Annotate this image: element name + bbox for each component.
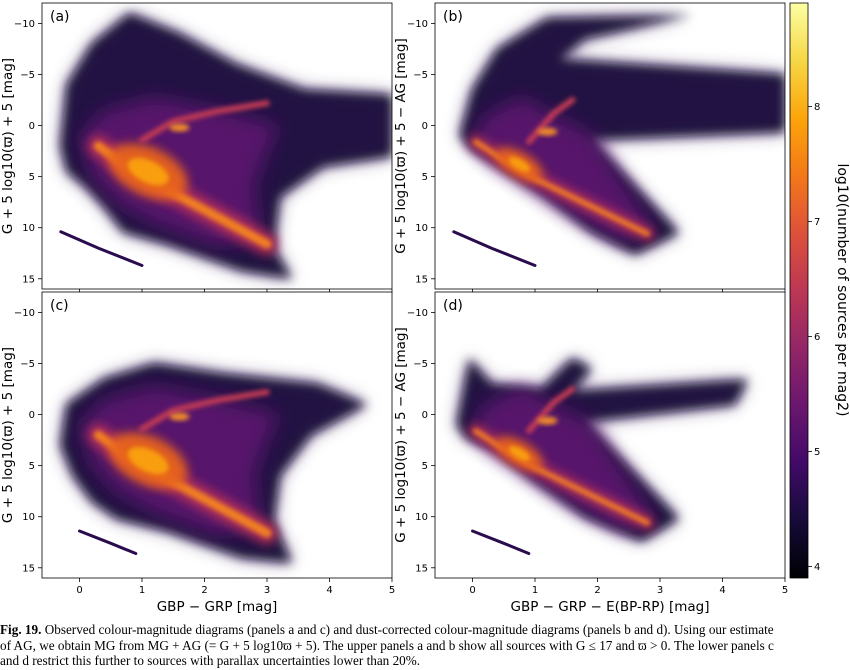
panel-label: (d) [443,298,463,314]
red-clump [537,127,558,136]
x-tick-label: 3 [657,585,663,596]
density-map [452,15,785,267]
turnoff-core [127,446,169,475]
density-map [60,363,368,563]
red-clump [537,416,558,425]
panel-b: (b) −10 −5 0 5 10 15 G + 5 log10(ϖ) + 5 − AG [m… [393,2,786,293]
caption-line-2: of AG, we obtain MG from MG + AG (= G + … [0,637,774,653]
y-tick-label: 5 [422,172,428,183]
colorbar-gradient [789,2,809,579]
x-tick-label: 0 [469,585,475,596]
colorbar-tick-label: 5 [814,447,820,458]
white-dwarf-sequence [471,529,531,555]
panel-d: (d) −10 −5 0 5 10 15 0 1 2 3 4 5 G + 5 log10(ϖ) + 5 −… [393,291,788,615]
x-tick-label: 1 [532,585,538,596]
y-tick-label: −5 [413,70,428,81]
y-tick-label: 0 [422,410,428,421]
figure-caption: Fig. 19. Observed colour-magnitude diagr… [0,622,850,669]
y-tick-label: 5 [29,461,35,472]
y-tick-label: 15 [22,274,35,285]
caption-figure-label: Fig. 19. [0,622,42,637]
y-tick-label: 0 [422,121,428,132]
caption-line-3: and d restrict this further to sources w… [0,653,421,669]
y-tick-label: 10 [415,223,428,234]
axes-frame [41,291,393,579]
y-tick-label: 5 [29,172,35,183]
y-tick-label: 10 [415,512,428,523]
y-tick-label: −10 [14,19,35,30]
mid-density [472,386,654,530]
axes-frame [434,2,786,290]
panel-label: (c) [50,298,69,314]
x-tick-label: 5 [782,585,788,596]
y-tick-label: 10 [22,223,35,234]
panel-label: (a) [50,9,70,25]
colorbar-label: log10(number of sources per mag2) [834,163,850,416]
y-tick-label: 5 [422,461,428,472]
colorbar-tick-label: 6 [814,332,820,343]
giant-branch [525,386,576,434]
white-dwarf-sequence [78,529,138,555]
y-tick-label: −5 [20,359,35,370]
caption-line-1: Fig. 19. Observed colour-magnitude diagr… [0,622,850,638]
colorbar-tick-label: 4 [814,562,820,573]
x-tick-label: 0 [76,585,82,596]
density-map [456,358,748,555]
x-tick-label: 1 [139,585,145,596]
x-tick-label: 2 [201,585,207,596]
panel-label: (b) [443,9,463,25]
turnoff-core [127,157,169,186]
x-tick-label: 4 [719,585,725,596]
y-axis-label: G + 5 log10(ϖ) + 5 − AG [mag] [393,38,409,254]
red-clump [169,123,190,132]
y-tick-label: −5 [413,359,428,370]
y-tick-label: 15 [415,563,428,574]
axes-frame [41,2,393,290]
x-axis-label: GBP − GRP [mag] [157,599,278,615]
giant-branch [525,97,576,145]
colorbar-ticks: 4 5 6 7 8 [808,102,820,573]
y-tick-label: 0 [29,121,35,132]
y-axis-label: G + 5 log10(ϖ) + 5 [mag] [0,58,16,234]
x-axis-label: GBP − GRP − E(BP-RP) [mag] [510,599,709,615]
y-axis-label: G + 5 log10(ϖ) + 5 [mag] [0,347,16,523]
white-dwarf-sequence [452,230,537,267]
y-axis-label: G + 5 log10(ϖ) + 5 − AG [mag] [393,327,409,543]
turnoff-core [508,445,531,461]
y-tick-label: −10 [407,308,428,319]
x-tick-label: 2 [594,585,600,596]
caption-line-1-text: Observed colour-magnitude diagrams (pane… [41,622,774,637]
white-dwarf-sequence [59,230,144,267]
y-tick-label: 15 [22,563,35,574]
giant-branch [139,389,270,432]
y-tick-label: 15 [415,274,428,285]
panel-a: (a) −10 −5 0 5 10 15 G + 5 log10(ϖ) + 5 [mag] [0,2,393,293]
y-tick-label: 10 [22,512,35,523]
mid-density [472,97,654,241]
panel-c: (c) −10 −5 0 5 10 15 0 1 2 3 4 5 G + 5 log10(ϖ) + 5 [… [0,291,395,615]
colorbar: 4 5 6 7 8 log10(number of sources per mag2) [789,2,850,579]
turnoff-core [508,156,531,172]
y-tick-label: −10 [14,308,35,319]
colorbar-tick-label: 7 [814,217,820,228]
y-tick-label: 0 [29,410,35,421]
density-map [59,13,392,279]
giant-branch [139,100,270,143]
y-tick-label: −5 [20,70,35,81]
x-tick-label: 3 [264,585,270,596]
x-tick-label: 4 [326,585,332,596]
axes-frame [434,291,786,579]
x-tick-label: 5 [389,585,395,596]
y-tick-label: −10 [407,19,428,30]
red-clump [169,412,190,421]
colorbar-tick-label: 8 [814,102,820,113]
